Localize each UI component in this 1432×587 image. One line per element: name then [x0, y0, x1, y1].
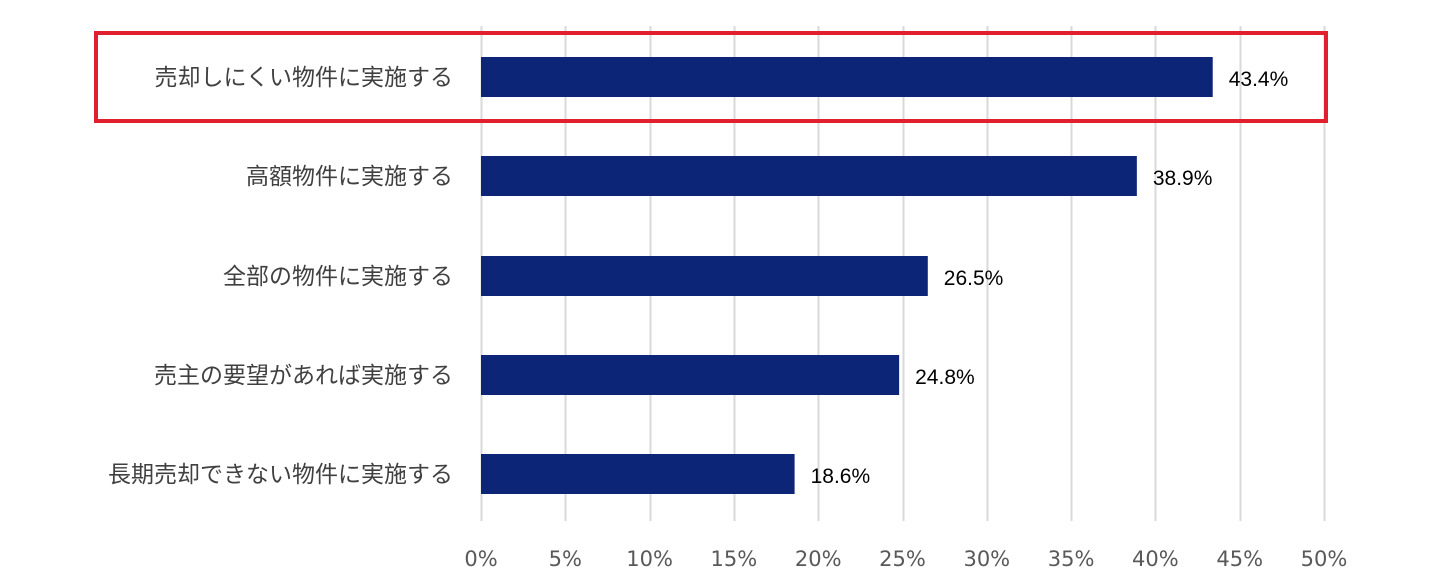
x-tick-label: 45%	[1216, 547, 1263, 571]
category-label: 売却しにくい物件に実施する	[154, 65, 453, 91]
x-tick-label: 35%	[1048, 547, 1095, 571]
bar-4	[481, 454, 795, 494]
x-axis-tick-labels: 0% 5% 10% 15% 20% 25% 30% 35% 40% 45% 50%	[464, 547, 1347, 571]
data-label: 26.5%	[944, 267, 1004, 290]
x-tick-label: 25%	[879, 547, 926, 571]
bar-1	[481, 156, 1137, 196]
data-label: 43.4%	[1229, 68, 1289, 91]
x-tick-label: 20%	[795, 547, 842, 571]
category-label: 長期売却できない物件に実施する	[108, 462, 453, 488]
bar-0	[481, 57, 1213, 97]
x-tick-label: 10%	[626, 547, 673, 571]
category-label: 売主の要望があれば実施する	[154, 363, 453, 389]
x-tick-label: 5%	[549, 547, 582, 571]
x-tick-label: 30%	[963, 547, 1010, 571]
bar-2	[481, 256, 928, 296]
highlight-box-layer	[94, 31, 1328, 123]
x-tick-label: 40%	[1132, 547, 1179, 571]
category-label: 全部の物件に実施する	[223, 264, 453, 290]
category-label: 高額物件に実施する	[246, 164, 453, 190]
data-label: 24.8%	[915, 366, 975, 389]
bar-3	[481, 355, 900, 395]
highlight-box	[94, 31, 1328, 123]
x-tick-label: 50%	[1301, 547, 1348, 571]
category-labels: 売却しにくい物件に実施する高額物件に実施する全部の物件に実施する売主の要望があれ…	[108, 65, 453, 488]
data-labels: 43.4% 38.9% 26.5% 24.8% 18.6%	[811, 68, 1289, 488]
x-tick-label: 15%	[711, 547, 758, 571]
data-label: 18.6%	[811, 465, 871, 488]
data-label: 38.9%	[1153, 167, 1213, 190]
bars	[481, 57, 1213, 494]
x-tick-label: 0%	[464, 547, 497, 571]
